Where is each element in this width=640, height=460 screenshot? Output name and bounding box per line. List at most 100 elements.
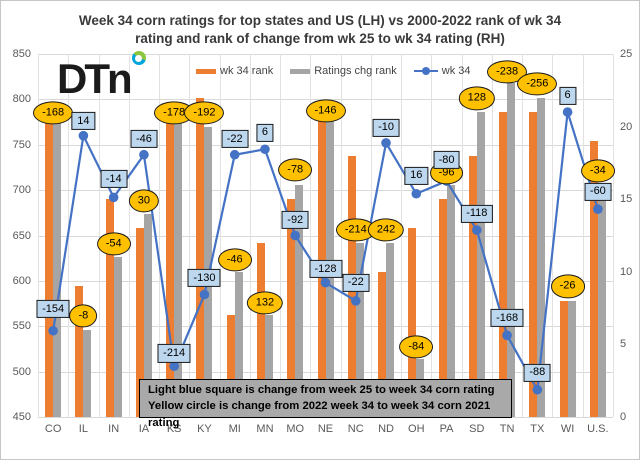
- left-axis-tick: 500: [12, 365, 31, 378]
- square-annotation-NE: -128: [308, 259, 343, 279]
- oval-annotation-KY: -192: [184, 101, 225, 125]
- square-annotation-NC: -22: [342, 273, 370, 292]
- oval-annotation-IL: -8: [69, 304, 98, 328]
- bar-ratings-chg-rank-U.S.: [597, 199, 606, 417]
- dtn-logo: DTn: [57, 51, 146, 100]
- square-annotation-IA: -46: [130, 130, 158, 149]
- note-box: Light blue square is change from week 25…: [139, 379, 512, 429]
- x-axis-label-MN: MN: [256, 423, 274, 435]
- square-annotation-TX: -88: [523, 363, 551, 382]
- x-axis-label-NE: NE: [317, 423, 334, 435]
- chart-title-line1: Week 34 corn ratings for top states and …: [78, 13, 562, 28]
- bar-ratings-chg-rank-SD: [476, 112, 485, 417]
- left-axis-tick: 800: [12, 93, 31, 106]
- x-axis-label-U.S.: U.S.: [587, 423, 609, 435]
- square-annotation-MI: -22: [221, 130, 249, 149]
- oval-annotation-U.S.: -34: [580, 159, 615, 183]
- bar-ratings-chg-rank-TN: [507, 83, 516, 417]
- right-axis-tick: 0: [620, 411, 627, 423]
- square-annotation-IL: 14: [71, 112, 96, 131]
- x-axis-label-SD: SD: [469, 423, 485, 435]
- gridline-vertical: [280, 54, 282, 417]
- bar-wk34-rank-TN: [499, 112, 508, 417]
- oval-annotation-ND: 242: [367, 218, 405, 242]
- oval-annotation-WI: -26: [550, 274, 585, 298]
- note-box-line2: Yellow circle is change from 2022 week 3…: [148, 400, 491, 429]
- legend-label: Ratings chg rank: [314, 65, 397, 77]
- legend-label: wk 34: [441, 65, 471, 77]
- left-axis-tick: 750: [12, 138, 31, 151]
- x-axis-label-MI: MI: [228, 423, 241, 435]
- oval-annotation-TN: -238: [487, 60, 528, 84]
- dtn-logo-text: DTn: [57, 55, 133, 102]
- right-axis-tick: 25: [620, 48, 633, 60]
- gridline-vertical: [461, 54, 463, 417]
- gridline-vertical: [249, 54, 251, 417]
- left-axis-tick: 700: [12, 184, 31, 197]
- bar-wk34-rank-SD: [468, 155, 477, 417]
- bar-wk34-rank-KY: [196, 97, 205, 417]
- right-axis-tick: 5: [620, 338, 627, 351]
- bar-ratings-chg-rank-CO: [53, 122, 62, 417]
- left-axis-tick: 600: [12, 274, 31, 287]
- oval-annotation-TX: -256: [517, 72, 558, 96]
- square-annotation-PA: -80: [433, 151, 460, 170]
- legend-swatch-line-dot: [413, 67, 438, 76]
- bar-wk34-rank-KS: [166, 119, 175, 417]
- bar-ratings-chg-rank-WI: [567, 300, 576, 417]
- square-annotation-MO: -92: [281, 210, 309, 230]
- legend-swatch-gray: [290, 68, 311, 74]
- legend-swatch-orange: [196, 68, 216, 74]
- chart-title-line2: rating and rank of change from wk 25 to …: [135, 30, 505, 46]
- x-axis-label-TX: TX: [530, 423, 545, 435]
- square-annotation-TN: -168: [490, 308, 524, 328]
- oval-annotation-OH: -84: [399, 335, 434, 359]
- right-axis-tick: 20: [620, 120, 633, 133]
- wk34-line-point-WI: [562, 107, 573, 117]
- legend-label: wk 34 rank: [220, 65, 274, 77]
- legend-item-ratings-chg-rank: Ratings chg rank: [290, 65, 397, 77]
- x-axis-label-IN: IN: [108, 423, 120, 435]
- wk34-line-point-MN: [260, 144, 270, 155]
- bar-ratings-chg-rank-KS: [174, 119, 183, 417]
- x-axis-label-NC: NC: [347, 423, 364, 435]
- square-annotation-KS: -214: [157, 344, 191, 363]
- gridline-vertical: [552, 54, 554, 417]
- wk34-line-point-IL: [78, 130, 89, 141]
- dtn-logo-ring-icon: [131, 51, 146, 65]
- left-axis-tick: 650: [12, 229, 31, 242]
- x-axis-label-KS: KS: [166, 423, 182, 435]
- chart-title: Week 34 corn ratings for top states and …: [1, 12, 639, 47]
- bar-wk34-rank-CO: [45, 119, 54, 417]
- x-axis-label-CO: CO: [44, 423, 62, 435]
- x-axis-label-IA: IA: [138, 423, 150, 435]
- square-annotation-WI: 6: [559, 86, 577, 105]
- oval-annotation-IA: 30: [128, 189, 160, 213]
- bar-wk34-rank-WI: [559, 300, 568, 417]
- legend-item-wk34-line: wk 34: [413, 65, 471, 77]
- oval-annotation-MN: 132: [246, 291, 284, 315]
- x-axis-label-ND: ND: [378, 423, 394, 435]
- left-axis-tick: 850: [12, 48, 31, 60]
- square-annotation-U.S.: -60: [584, 182, 612, 202]
- left-axis-tick: 450: [12, 411, 31, 423]
- gridline-horizontal: [38, 54, 613, 55]
- oval-annotation-MO: -78: [278, 158, 313, 182]
- oval-annotation-IN: -54: [96, 232, 131, 256]
- square-annotation-SD: -118: [460, 204, 493, 223]
- bar-ratings-chg-rank-IN: [113, 257, 122, 417]
- gridline-vertical: [582, 54, 584, 417]
- x-axis-label-PA: PA: [439, 423, 454, 435]
- gridline-vertical: [128, 54, 130, 417]
- x-axis-label-IL: IL: [78, 423, 88, 435]
- x-axis-label-MO: MO: [286, 423, 305, 435]
- bar-ratings-chg-rank-IL: [83, 329, 92, 417]
- gridline-vertical: [491, 54, 493, 417]
- x-axis-label-WI: WI: [560, 423, 575, 435]
- chart-legend: wk 34 rank Ratings chg rank wk 34: [196, 65, 471, 77]
- wk34-line-point-ND: [381, 138, 391, 148]
- square-annotation-CO: -154: [36, 299, 70, 319]
- gridline-vertical: [38, 54, 39, 417]
- x-axis-label-OH: OH: [408, 423, 425, 435]
